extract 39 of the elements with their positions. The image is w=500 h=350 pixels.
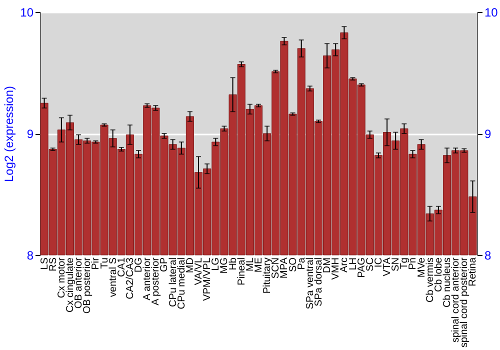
x-tick-label: Pir [90,256,102,270]
x-tick-label: Pa [296,257,308,270]
x-tick-label: ME [254,257,264,272]
x-tick-label: CA2/CA3 [124,257,136,300]
y-tick-label: 9 [26,127,34,141]
x-tick-label: SPa dorsal [313,258,324,306]
y2-tick-label: 10 [484,6,498,20]
x-tick-label: Cb lobe [433,257,444,292]
y2-tick-label: 9 [484,127,492,141]
x-tick-label: Pineal [236,258,248,286]
x-tick-label: SC [364,258,376,272]
x-tick-label: Tg [399,258,410,270]
y-tick-label: 10 [20,6,34,20]
x-tick-label: MVe [416,257,428,278]
x-tick-label: ML [244,257,256,272]
x-tick-label: MPA [279,257,290,278]
x-tick-label: Arc [339,258,350,272]
x-tick-label: Cx cingulate [64,257,76,313]
x-tick-label: IC [373,258,384,268]
x-tick-label: CA1 [116,257,128,277]
x-tick-label: Pn [408,258,419,270]
x-tick-label: spinal cord posterior [459,256,470,348]
x-tick-label: GP [159,257,170,272]
x-tick-label: Hb [228,257,239,270]
y-axis-title: Log2 (expression) [2,86,16,182]
x-tick-label: RS [48,257,59,272]
x-tick-label: A posterior [150,256,162,306]
y-tick-label: 8 [26,248,34,262]
x-tick-label: Retina [468,257,479,286]
x-tick-label: SO [288,257,299,272]
x-tick-label: Tu [99,258,110,269]
x-tick-label: CPu medial [176,258,188,310]
x-tick-label: LH [348,258,359,270]
x-tick-label: Pituitary [262,258,274,294]
x-tick-label: LS [39,257,50,270]
x-tick-label: PAG [356,257,368,278]
y2-tick-label: 8 [484,248,492,262]
x-tick-label: ventral S [108,257,119,297]
x-tick-label: OB posterior [82,256,94,314]
